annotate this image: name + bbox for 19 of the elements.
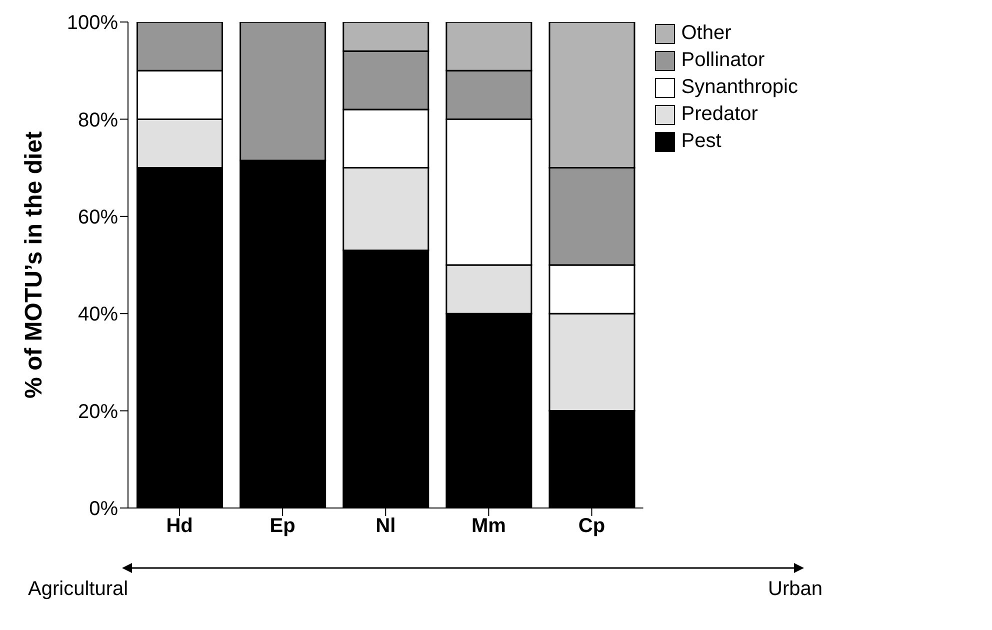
x-tick-label: Hd bbox=[166, 515, 193, 538]
x-tick-label: Nl bbox=[376, 515, 396, 538]
y-tick-label: 60% bbox=[78, 206, 118, 228]
y-tick-label: 40% bbox=[78, 304, 118, 326]
y-tick-label: 0% bbox=[89, 498, 118, 520]
text: Agricultural bbox=[28, 578, 128, 601]
y-tick-label: 100% bbox=[66, 12, 118, 34]
legend-label: Other bbox=[681, 22, 732, 45]
y-tick-label: 20% bbox=[78, 400, 118, 423]
x-tick-label: Ep bbox=[270, 515, 296, 538]
legend-label: Synanthropic bbox=[681, 76, 798, 99]
x-tick-label: Cp bbox=[578, 515, 606, 538]
y-tick-label: 80% bbox=[78, 109, 118, 132]
legend-label: Pest bbox=[681, 130, 722, 153]
y-axis-title: % of MOTU’s in the diet bbox=[20, 131, 48, 399]
x-tick-label: Mm bbox=[471, 515, 506, 538]
text: Urban bbox=[768, 578, 822, 601]
legend-label: Pollinator bbox=[681, 49, 765, 72]
legend-label: Predator bbox=[681, 103, 758, 126]
